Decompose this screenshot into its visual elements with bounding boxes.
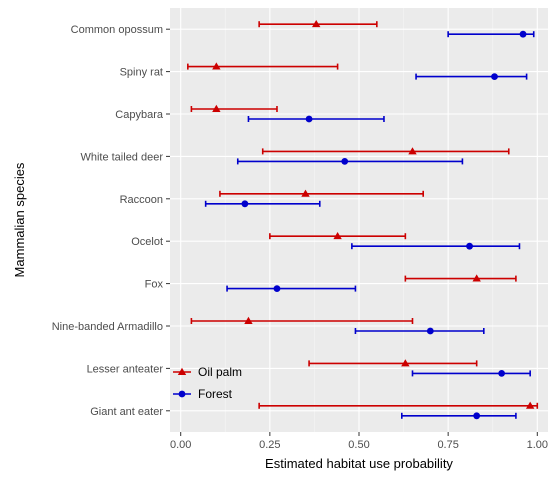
legend: Oil palm Forest (173, 365, 242, 401)
point-estimate (426, 327, 434, 335)
point-estimate (244, 316, 253, 324)
x-tick-label: 0.50 (348, 439, 369, 451)
legend-item: Forest (173, 387, 233, 401)
legend-item: Oil palm (173, 365, 242, 379)
point-estimate (519, 30, 527, 38)
point-estimate (525, 401, 535, 409)
point-estimate (212, 104, 221, 112)
point-estimate (273, 285, 281, 292)
point-estimate (212, 62, 221, 70)
point-estimate (491, 73, 498, 80)
point-estimate (333, 232, 342, 240)
y-axis-ticks: Common opossum Spiny rat Capybara White tai… (52, 24, 170, 418)
point-estimate (473, 412, 481, 420)
x-tick-label: 0.75 (437, 439, 458, 451)
point-estimate (312, 20, 321, 28)
point-estimate (401, 359, 410, 367)
point-estimate (498, 370, 506, 377)
x-axis-ticks: 0.00 0.25 0.50 0.75 1.00 (170, 432, 548, 451)
y-tick-label: White tailed deer (80, 151, 163, 163)
y-axis-title: Mammalian species (12, 162, 27, 277)
y-tick-label: Fox (145, 279, 164, 291)
point-estimate (241, 200, 249, 208)
point-estimate (472, 274, 481, 282)
x-tick-label: 1.00 (527, 439, 548, 451)
x-tick-label: 0.00 (170, 439, 191, 451)
y-tick-label: Nine-banded Armadillo (52, 321, 163, 333)
y-tick-label: Capybara (115, 109, 164, 121)
y-tick-label: Common opossum (71, 24, 163, 36)
point-estimate (408, 147, 417, 155)
y-tick-label: Giant ant eater (90, 406, 163, 418)
series-oil-palm (187, 20, 539, 409)
legend-key-marker (177, 367, 187, 375)
y-tick-label: Lesser anteater (87, 363, 164, 375)
point-estimate (301, 189, 310, 197)
y-tick-label: Raccoon (120, 194, 163, 206)
legend-label: Forest (198, 387, 233, 401)
y-tick-label: Spiny rat (120, 67, 163, 79)
legend-key-marker (178, 390, 186, 398)
point-estimate (466, 242, 473, 250)
grid-major (170, 8, 548, 432)
point-estimate (341, 158, 349, 165)
x-tick-label: 0.25 (259, 439, 280, 451)
y-tick-label: Ocelot (131, 236, 163, 248)
legend-label: Oil palm (198, 365, 242, 379)
x-axis-title: Estimated habitat use probability (265, 456, 453, 471)
series-forest (204, 30, 535, 420)
point-estimate (305, 115, 313, 123)
chart-marks (187, 20, 539, 420)
